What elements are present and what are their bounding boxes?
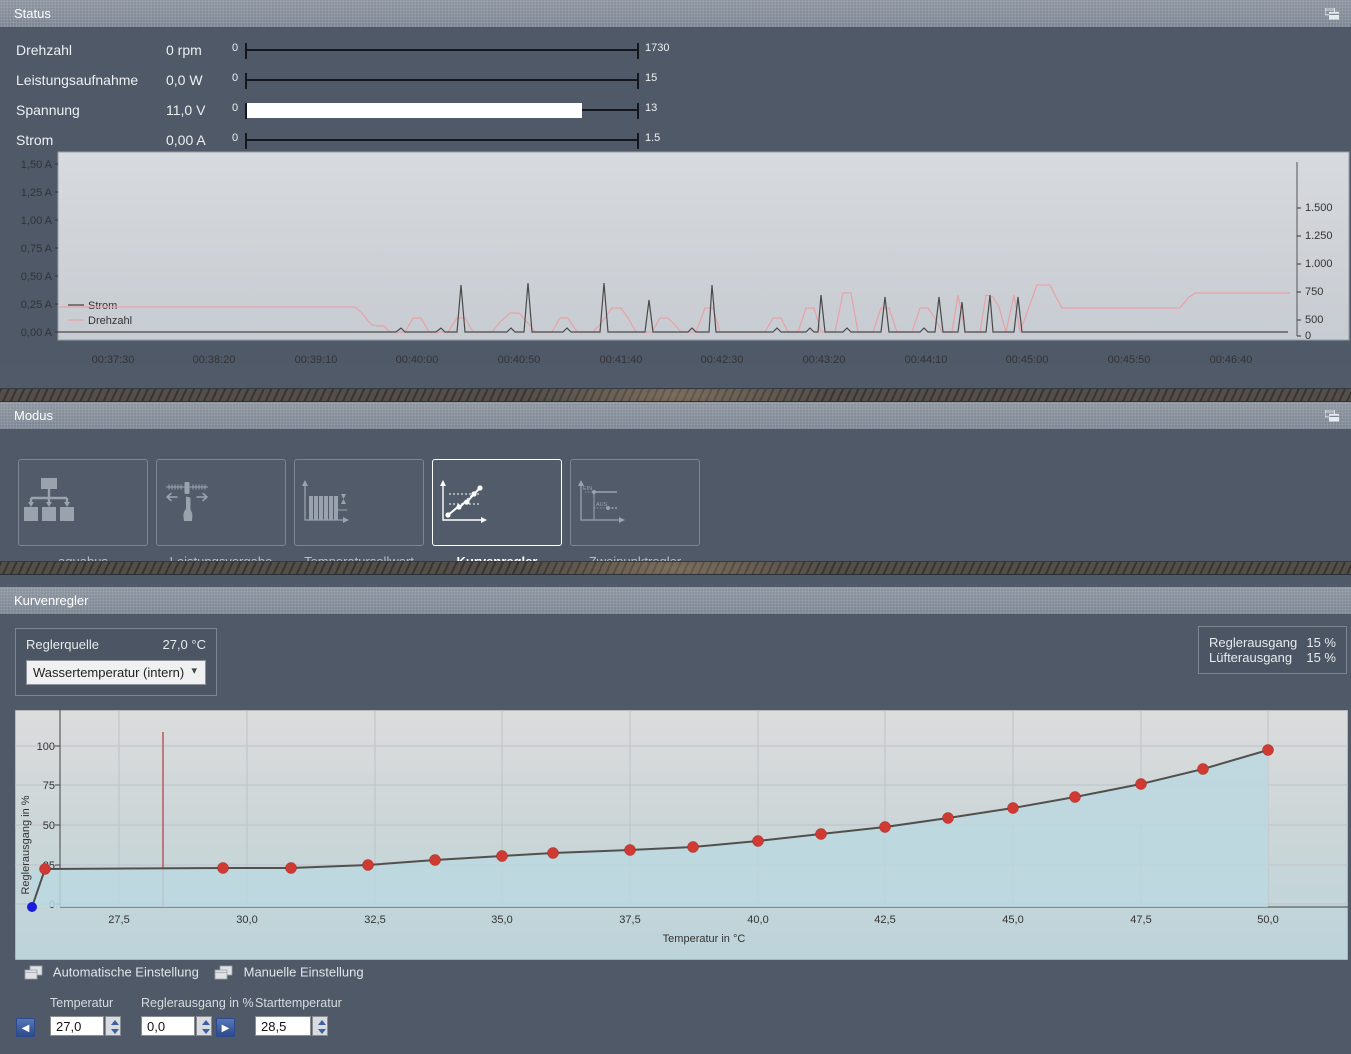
svg-text:0,00 A: 0,00 A: [21, 327, 53, 339]
svg-text:30,0: 30,0: [236, 914, 257, 926]
svg-text:27,5: 27,5: [108, 914, 129, 926]
svg-text:Temperatur in °C: Temperatur in °C: [663, 933, 746, 945]
svg-text:00:43:20: 00:43:20: [803, 354, 846, 365]
svg-text:AUS: AUS: [596, 502, 608, 508]
svg-text:750: 750: [1305, 286, 1323, 298]
svg-text:1,00 A: 1,00 A: [21, 215, 53, 227]
svg-text:100: 100: [37, 741, 55, 753]
svg-text:40,0: 40,0: [747, 914, 768, 926]
svg-text:32,5: 32,5: [364, 914, 385, 926]
svg-text:1.250: 1.250: [1305, 230, 1333, 242]
svg-text:35,0: 35,0: [491, 914, 512, 926]
svg-text:00:42:30: 00:42:30: [701, 354, 744, 365]
svg-text:1,50 A: 1,50 A: [21, 159, 53, 171]
svg-text:00:46:40: 00:46:40: [1210, 354, 1253, 365]
svg-text:47,5: 47,5: [1130, 914, 1151, 926]
svg-text:00:40:00: 00:40:00: [396, 354, 439, 365]
svg-text:0,50 A: 0,50 A: [21, 271, 53, 283]
svg-text:45,0: 45,0: [1002, 914, 1023, 926]
svg-text:1.500: 1.500: [1305, 202, 1333, 214]
svg-text:Strom: Strom: [88, 300, 117, 312]
svg-text:50,0: 50,0: [1257, 914, 1278, 926]
svg-text:0,25 A: 0,25 A: [21, 299, 53, 311]
svg-text:37,5: 37,5: [619, 914, 640, 926]
svg-text:00:40:50: 00:40:50: [498, 354, 541, 365]
svg-text:500: 500: [1305, 314, 1323, 326]
svg-text:50: 50: [43, 820, 55, 832]
svg-text:75: 75: [43, 780, 55, 792]
svg-text:42,5: 42,5: [874, 914, 895, 926]
svg-text:0,75 A: 0,75 A: [21, 243, 53, 255]
svg-text:00:44:10: 00:44:10: [905, 354, 948, 365]
svg-text:00:39:10: 00:39:10: [295, 354, 338, 365]
svg-text:EIN: EIN: [583, 486, 592, 492]
svg-text:00:37:30: 00:37:30: [92, 354, 135, 365]
svg-text:1.000: 1.000: [1305, 258, 1333, 270]
svg-text:0: 0: [1305, 330, 1311, 342]
svg-text:1,25 A: 1,25 A: [21, 187, 53, 199]
svg-text:Reglerausgang in %: Reglerausgang in %: [20, 795, 32, 894]
svg-text:Drehzahl: Drehzahl: [88, 315, 132, 327]
svg-text:00:45:50: 00:45:50: [1108, 354, 1151, 365]
svg-text:00:45:00: 00:45:00: [1006, 354, 1049, 365]
svg-text:00:38:20: 00:38:20: [193, 354, 236, 365]
svg-text:00:41:40: 00:41:40: [600, 354, 643, 365]
